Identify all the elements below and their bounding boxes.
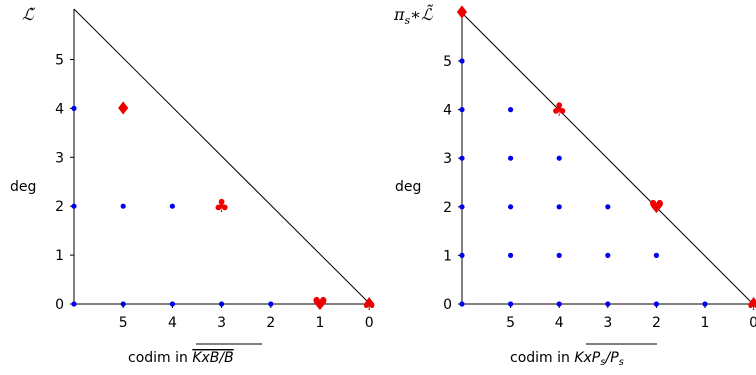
left-dot <box>71 203 77 209</box>
left-dots <box>71 105 274 307</box>
right-dot <box>508 107 514 113</box>
right-dots <box>459 58 708 307</box>
right-dot <box>508 252 514 258</box>
left-ytick-label: 2 <box>55 199 64 215</box>
right-club-marker: ♣ <box>551 100 567 121</box>
right-ytick-label: 2 <box>443 200 452 216</box>
left-xtick-label: 5 <box>119 315 128 331</box>
right-dot <box>459 58 465 64</box>
left-dot <box>219 301 225 307</box>
right-xtick-label: 3 <box>603 315 612 331</box>
right-ytick-label: 1 <box>443 248 452 264</box>
right-dot <box>508 155 514 161</box>
right-diagonal <box>461 12 754 305</box>
left-xlabel-prefix: codim in <box>128 350 192 366</box>
right-xtick-label: 5 <box>506 315 515 331</box>
right-dot <box>556 301 562 307</box>
right-ytick-label: 4 <box>443 103 452 119</box>
left-diagonal <box>73 8 371 305</box>
left-dot <box>71 105 77 111</box>
left-xlabel-overline: KxB/B <box>192 350 233 366</box>
right-ytick-label: 0 <box>443 297 452 313</box>
left-xtick-label: 1 <box>316 315 325 331</box>
left-diamond-marker: ♦ <box>115 98 131 119</box>
right-ytick-label: 3 <box>443 151 452 167</box>
left-corner-label: ℒ̃ <box>22 5 36 24</box>
right-xtick-label: 0 <box>749 315 756 331</box>
right-xlabel: codim in KxPs/Ps <box>510 350 624 368</box>
right-diamond-marker: ♦ <box>454 2 470 23</box>
left-ylabel: deg <box>10 179 36 195</box>
left-ytick-label: 4 <box>55 101 64 117</box>
left-ytick-label: 3 <box>55 150 64 166</box>
right-dot <box>508 204 514 210</box>
right-xtick-label: 2 <box>652 315 661 331</box>
left-ticks: 5 4 3 2 1 0 0 1 2 3 4 5 <box>55 53 374 332</box>
right-dot <box>508 301 514 307</box>
left-ytick-label: 1 <box>55 248 64 264</box>
right-dot <box>653 301 660 307</box>
right-dot <box>653 252 660 258</box>
left-club-marker: ♣ <box>214 196 230 217</box>
right-dot <box>459 301 465 307</box>
right-dot <box>556 252 562 258</box>
right-heart-marker: ♥ <box>648 197 664 218</box>
right-dot <box>459 155 465 161</box>
right-dot <box>459 252 465 258</box>
right-dot <box>605 204 611 210</box>
left-ytick-label: 0 <box>55 297 64 313</box>
right-dot <box>702 301 708 307</box>
left-dot <box>71 301 77 307</box>
right-dot <box>459 204 465 210</box>
left-heart-marker: ♥ <box>312 294 328 315</box>
left-dot <box>268 301 274 307</box>
left-xtick-label: 3 <box>217 315 226 331</box>
right-dot <box>556 155 562 161</box>
right-ylabel: deg <box>395 179 421 195</box>
right-xlabel-over: KxPs/Ps <box>574 350 624 368</box>
right-ytick-label: 5 <box>443 54 452 70</box>
left-dot <box>169 203 175 209</box>
left-xlabel: codim in KxB/B <box>128 350 234 366</box>
left-dot <box>169 301 175 307</box>
right-dot <box>459 107 465 113</box>
left-xtick-label: 4 <box>168 315 177 331</box>
right-xtick-label: 4 <box>555 315 564 331</box>
right-spade-marker: ♠ <box>746 294 756 315</box>
left-dot <box>120 203 126 209</box>
right-corner-label: πs∗ℒ̃ <box>393 4 433 27</box>
right-xlabel-prefix: codim in <box>510 350 574 366</box>
left-xtick-label: 2 <box>266 315 275 331</box>
left-ytick-label: 5 <box>55 53 64 69</box>
right-suits: ♦ ♣ ♥ ♠ <box>454 2 756 315</box>
right-ticks: 5 4 3 2 1 0 0 1 2 3 4 5 <box>443 54 756 331</box>
left-suits: ♦ ♣ ♥ ♠ <box>115 98 377 315</box>
left-xtick-label: 0 <box>365 315 374 331</box>
left-dot <box>120 301 126 307</box>
right-panel: πs∗ℒ̃ deg 5 4 3 2 1 0 0 1 2 3 4 5 ♦ ♣ ♥ ♠ codim in KxP… <box>393 2 756 368</box>
left-panel: ℒ̃ deg 5 4 3 2 1 0 0 1 2 3 4 5 ♦ ♣ ♥ ♠ codim in KxB/B <box>10 5 377 366</box>
left-spade-marker: ♠ <box>361 294 377 315</box>
right-dot <box>556 204 562 210</box>
right-xtick-label: 1 <box>701 315 710 331</box>
right-dot <box>605 301 611 307</box>
right-dot <box>605 252 611 258</box>
